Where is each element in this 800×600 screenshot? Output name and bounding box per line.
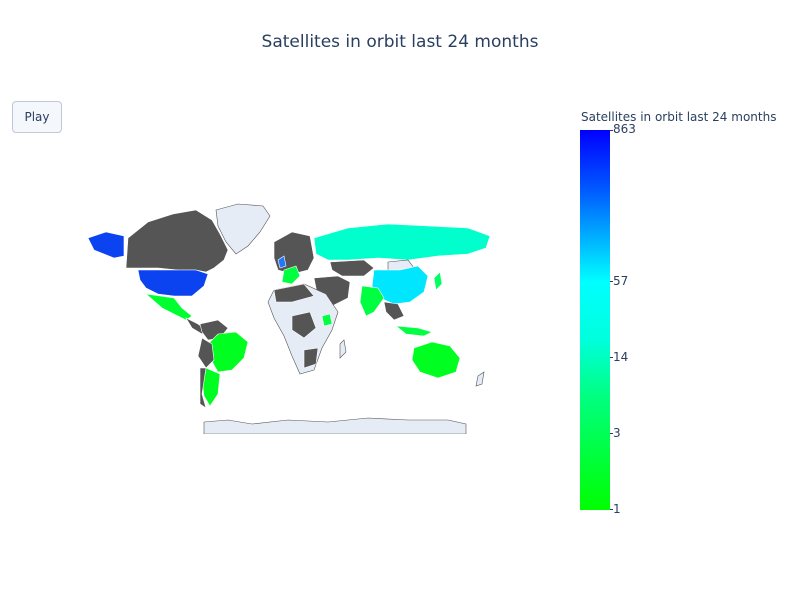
colorbar-tick-3: 3 <box>613 426 621 440</box>
colorbar-title: Satellites in orbit last 24 months <box>581 110 777 124</box>
colorbar-tickmark <box>610 130 613 131</box>
region-kenya[interactable] <box>321 313 333 327</box>
colorbar-tickmark <box>610 433 613 434</box>
region-usa[interactable] <box>137 269 209 297</box>
region-south-africa[interactable] <box>303 347 319 369</box>
colorbar-tick-14: 14 <box>613 350 629 364</box>
region-india[interactable] <box>359 285 385 317</box>
colorbar-tickmark <box>610 509 613 510</box>
chart-title: Satellites in orbit last 24 months <box>261 32 539 52</box>
region-alaska[interactable] <box>87 231 125 259</box>
region-peru-bolivia[interactable] <box>197 337 215 369</box>
region-western-europe[interactable] <box>281 265 301 285</box>
region-brazil[interactable] <box>207 331 249 373</box>
region-japan[interactable] <box>433 271 443 291</box>
region-russia[interactable] <box>313 223 491 261</box>
region-kazakhstan[interactable] <box>329 259 375 277</box>
region-uk[interactable] <box>277 255 287 269</box>
play-button[interactable]: Play <box>12 101 62 133</box>
region-central-africa[interactable] <box>291 311 317 339</box>
region-madagascar[interactable] <box>339 339 347 359</box>
region-north-africa[interactable] <box>273 283 315 303</box>
region-canada[interactable] <box>125 209 229 273</box>
colorbar-gradient <box>580 130 610 510</box>
region-new-zealand[interactable] <box>475 371 485 387</box>
colorbar-tickmark <box>610 357 613 358</box>
region-southeast-asia[interactable] <box>383 301 405 321</box>
region-chile[interactable] <box>199 367 207 409</box>
colorbar-tickmark <box>610 281 613 282</box>
colorbar-tick-1: 1 <box>613 502 621 516</box>
map-svg <box>87 203 491 435</box>
region-mexico[interactable] <box>145 293 193 321</box>
colorbar-tick-863: 863 <box>613 122 636 136</box>
colorbar-tick-57: 57 <box>613 274 629 288</box>
region-australia[interactable] <box>411 341 461 379</box>
region-greenland[interactable] <box>215 203 271 255</box>
region-antarctica[interactable] <box>203 417 467 435</box>
region-indonesia[interactable] <box>395 325 433 337</box>
world-map[interactable] <box>78 198 498 435</box>
